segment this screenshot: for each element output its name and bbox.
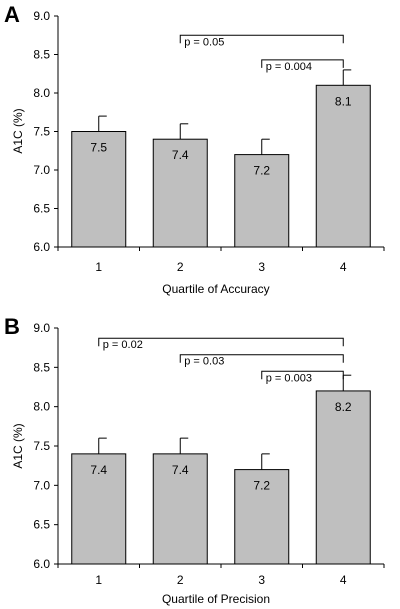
x-tick-label: 1: [95, 573, 102, 587]
y-tick-label: 9.0: [33, 9, 50, 23]
x-tick-label: 2: [177, 260, 184, 274]
bar-value-label: 7.4: [172, 463, 189, 477]
bar-value-label: 8.2: [335, 400, 352, 414]
panel-a: A A1C (%) Quartile of Accuracy 6.0 6.5 7.0…: [4, 2, 385, 296]
bar: [315, 390, 371, 565]
bar-value-label: 7.4: [172, 148, 189, 162]
y-tick-label: 7.5: [33, 439, 50, 453]
bar-value-label: 7.2: [253, 164, 270, 178]
y-tick-label: 8.5: [33, 360, 50, 374]
bar-value-label: 7.4: [90, 463, 107, 477]
panel-a-xlabel: Quartile of Accuracy: [162, 282, 269, 296]
y-tick-label: 7.0: [33, 478, 50, 492]
panel-b-plot: 6.0 6.5 7.0 7.5 8.0 8.5 9.0 1 2 3 4 7.4 7.4 7.2 8.2 p =…: [33, 321, 385, 587]
significance-bracket: [98, 337, 344, 347]
y-tick-label: 6.0: [33, 557, 50, 571]
y-tick-label: 6.5: [33, 202, 50, 216]
significance-bracket: [179, 354, 344, 363]
p-value-label: p = 0.05: [184, 36, 224, 48]
bar: [234, 469, 290, 565]
significance-bracket: [261, 59, 344, 68]
y-tick-label: 7.5: [33, 125, 50, 139]
y-tick-label: 8.0: [33, 400, 50, 414]
p-value-label: p = 0.004: [266, 61, 312, 73]
y-tick-label: 6.5: [33, 518, 50, 532]
panel-b-letter: B: [4, 314, 20, 339]
y-tick-label: 8.5: [33, 48, 50, 62]
bar: [152, 138, 208, 248]
significance-bracket: [261, 370, 344, 380]
bar-value-label: 7.5: [90, 141, 107, 155]
y-tick-label: 8.0: [33, 86, 50, 100]
panel-b-ylabel: A1C (%): [11, 423, 25, 468]
panel-a-letter: A: [4, 2, 20, 27]
p-value-label: p = 0.02: [103, 339, 143, 351]
bar-value-label: 7.2: [253, 479, 270, 493]
panel-b: B A1C (%) Quartile of Precision 6.0 6.5 7.…: [4, 314, 385, 606]
y-tick-label: 6.0: [33, 240, 50, 254]
x-tick-label: 1: [95, 260, 102, 274]
bar: [71, 131, 127, 248]
bar-value-label: 8.1: [335, 94, 352, 108]
y-tick-label: 7.0: [33, 163, 50, 177]
x-tick-label: 4: [340, 260, 347, 274]
bar: [315, 84, 371, 248]
bar: [152, 453, 208, 565]
p-value-label: p = 0.03: [184, 356, 224, 368]
panel-a-ylabel: A1C (%): [11, 108, 25, 153]
significance-bracket: [179, 34, 344, 44]
panel-b-xlabel: Quartile of Precision: [162, 592, 270, 606]
y-tick-label: 9.0: [33, 321, 50, 335]
x-tick-label: 4: [340, 573, 347, 587]
p-value-label: p = 0.003: [266, 372, 312, 384]
x-tick-label: 2: [177, 573, 184, 587]
x-tick-label: 3: [258, 260, 265, 274]
bar: [71, 453, 127, 565]
panel-a-plot: 6.0 6.5 7.0 7.5 8.0 8.5 9.0 1 2 3 4 7.5 7.4 7.2 8.1 p =…: [33, 9, 385, 274]
x-tick-label: 3: [258, 573, 265, 587]
